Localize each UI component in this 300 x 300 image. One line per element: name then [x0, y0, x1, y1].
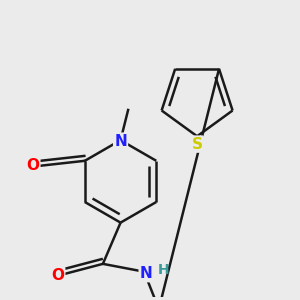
Text: S: S [192, 136, 203, 152]
Text: O: O [51, 268, 64, 283]
Text: H: H [158, 263, 170, 277]
Text: O: O [26, 158, 39, 173]
Text: N: N [140, 266, 152, 281]
Text: N: N [114, 134, 127, 149]
